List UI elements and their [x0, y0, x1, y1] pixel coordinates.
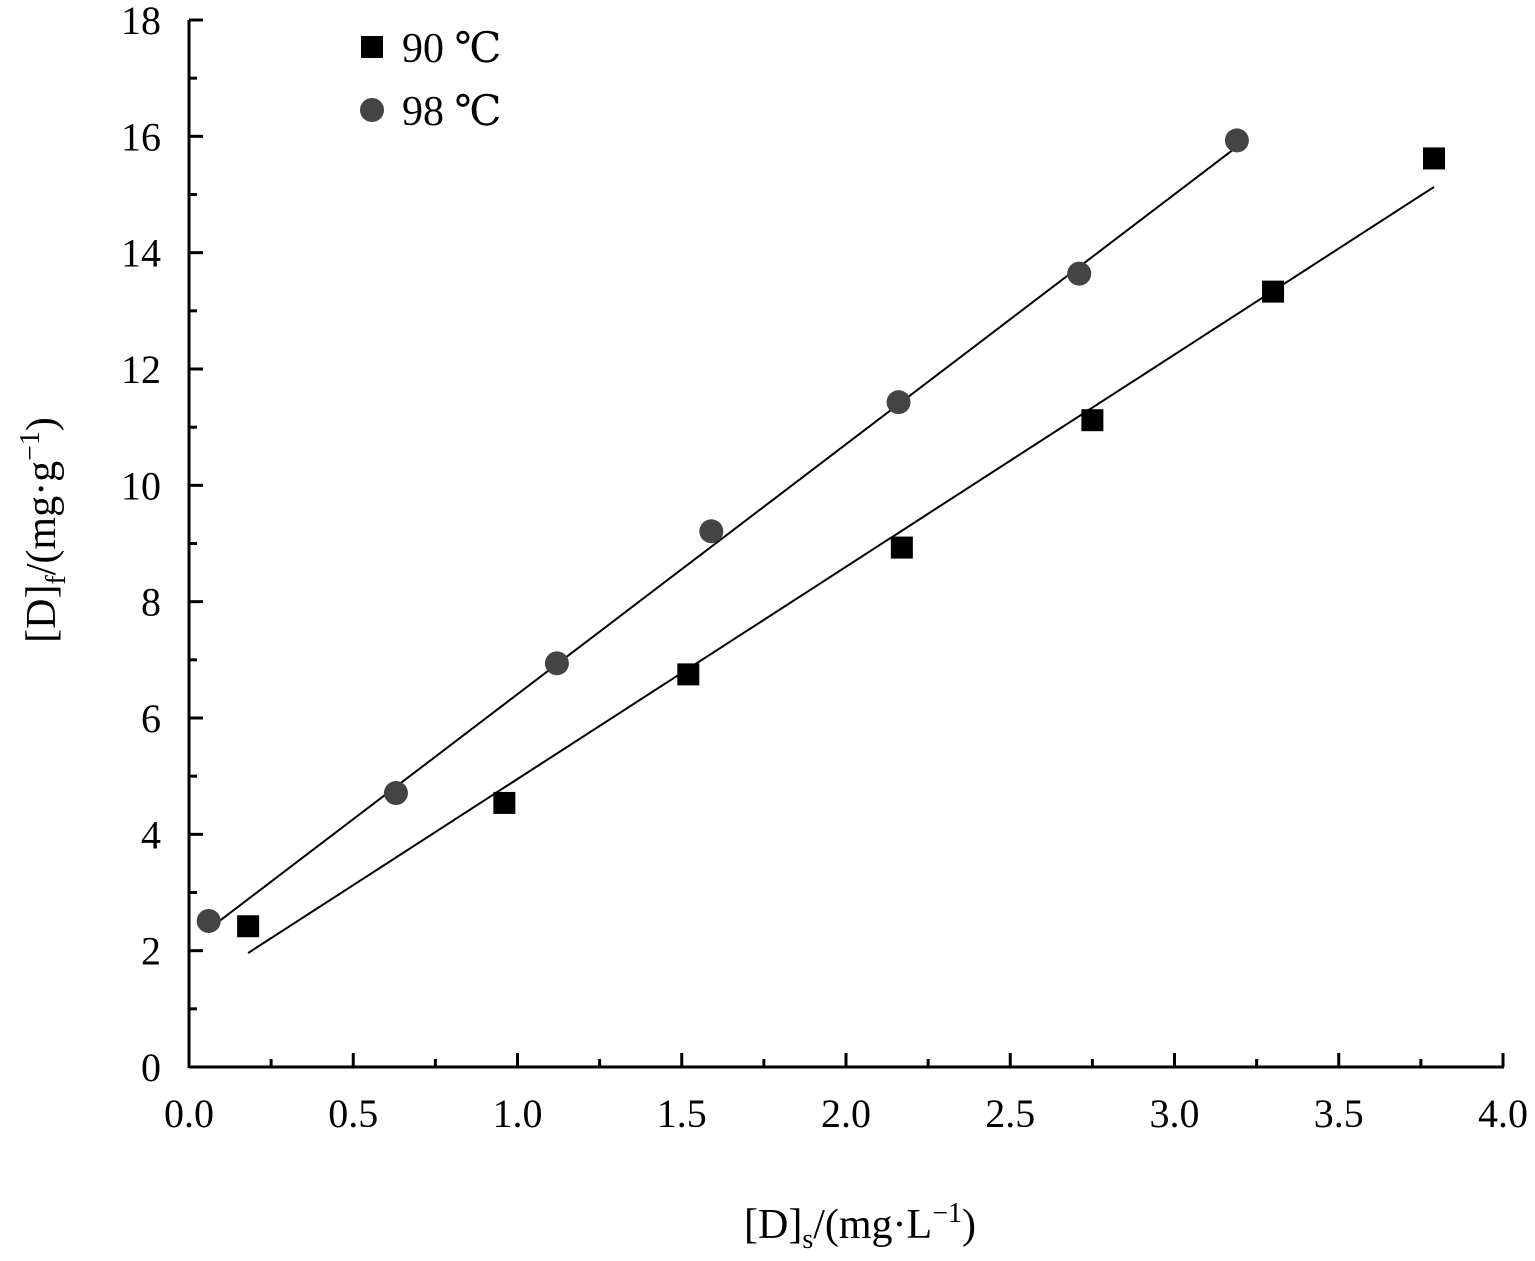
x-tick-label: 3.0 [1150, 1091, 1200, 1136]
y-tick-label: 4 [141, 812, 161, 857]
y-tick-label: 16 [121, 114, 161, 159]
fit-lines [208, 146, 1435, 954]
fit-line-1 [247, 186, 1435, 954]
circle-point [1224, 128, 1249, 153]
x-tick-label: 3.5 [1314, 1091, 1364, 1136]
y-tick-label: 8 [141, 580, 161, 625]
legend-label: 98 ℃ [402, 89, 501, 135]
x-tick-label: 4.0 [1478, 1091, 1528, 1136]
y-axis-title: [D]f/(mg·g−1) [15, 417, 72, 643]
y-tick-label: 0 [141, 1045, 161, 1090]
legend-circle-icon [360, 98, 384, 122]
x-tick-label: 1.0 [493, 1091, 543, 1136]
square-point [1423, 147, 1446, 170]
square-point [890, 536, 913, 559]
square-point [1081, 409, 1104, 432]
y-tick-label: 2 [141, 929, 161, 974]
square-point [677, 663, 700, 686]
legend-label: 90 ℃ [402, 26, 501, 72]
circle-point [196, 909, 221, 934]
y-tick-label: 6 [141, 696, 161, 741]
x-axis-title: [D]s/(mg·L−1) [744, 1198, 976, 1255]
square-point [1262, 280, 1285, 303]
y-tick-label: 18 [121, 0, 161, 43]
circle-point [544, 651, 569, 676]
legend-square-icon [361, 36, 383, 58]
legend: 90 ℃ 98 ℃ [360, 26, 501, 135]
circle-point [886, 390, 911, 415]
x-tick-label: 0.0 [164, 1091, 214, 1136]
circle-point [383, 781, 408, 806]
circle-point [699, 519, 724, 544]
y-tick-label: 10 [121, 463, 161, 508]
square-point [493, 791, 516, 814]
x-tick-label: 2.0 [821, 1091, 871, 1136]
y-tick-label: 12 [121, 347, 161, 392]
x-tick-label: 0.5 [328, 1091, 378, 1136]
y-tick-label: 14 [121, 231, 161, 276]
square-point [237, 915, 260, 938]
fit-line-2 [208, 146, 1238, 930]
axes: 0.0 0.5 1.0 1.5 2.0 2.5 3.0 3.5 4.0 0 2 4 6 8 10 12 14 16… [121, 0, 1528, 1136]
x-tick-label: 2.5 [985, 1091, 1035, 1136]
data-points [196, 128, 1446, 938]
x-tick-label: 1.5 [657, 1091, 707, 1136]
circle-point [1067, 261, 1092, 286]
